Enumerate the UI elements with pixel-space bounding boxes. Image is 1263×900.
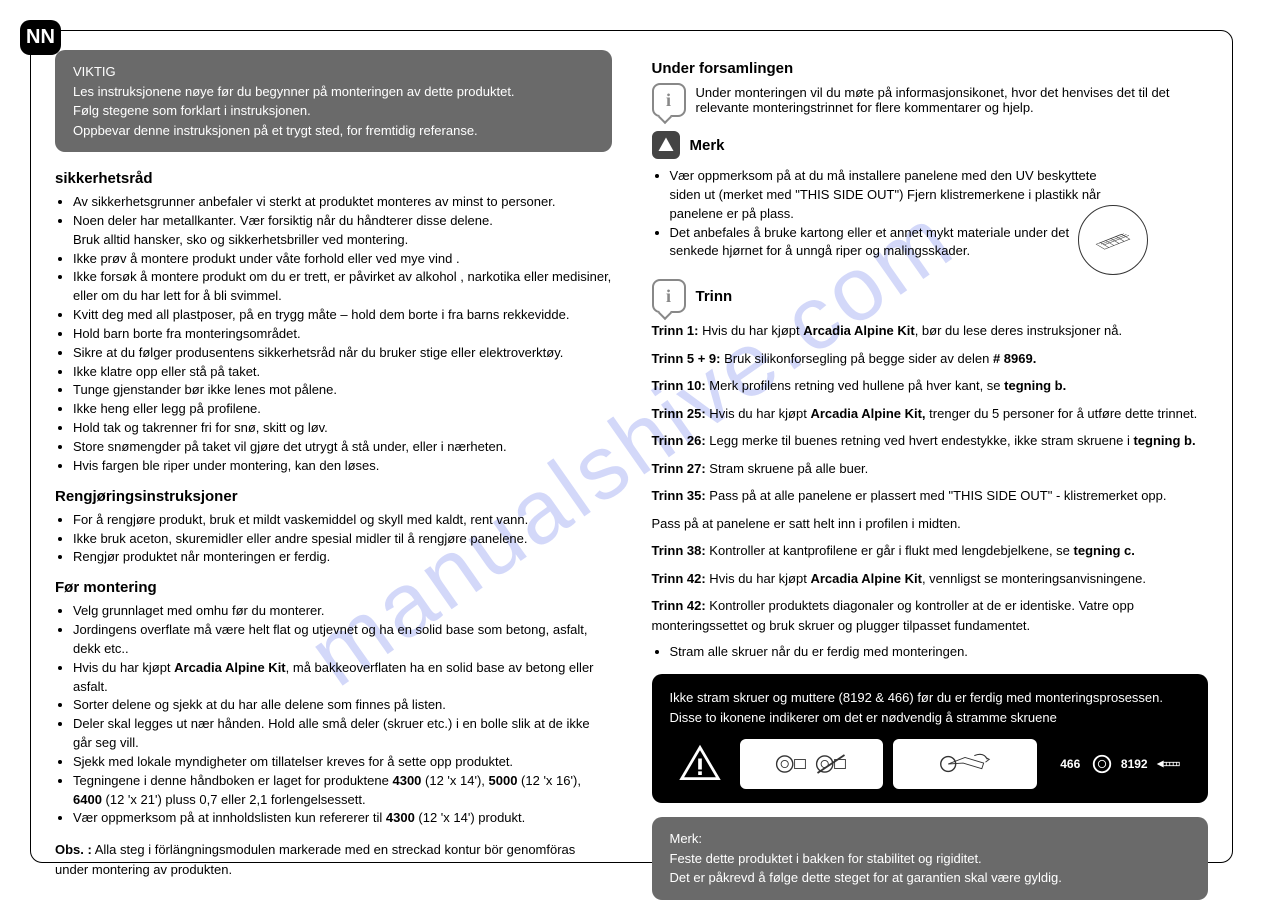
trinn-line: Trinn 42: Kontroller produktets diagonal… [652,596,1209,635]
list-item: Store snømengder på taket vil gjøre det … [73,438,612,457]
left-column: VIKTIG Les instruksjonene nøye før du be… [55,50,612,853]
cleaning-heading: Rengjøringsinstruksjoner [55,488,612,505]
list-item: Vær oppmerksom på at innholdslisten kun … [73,809,612,828]
trinn-line: Trinn 26: Legg merke til buenes retning … [652,431,1209,451]
list-item: Hvis du har kjøpt Arcadia Alpine Kit, må… [73,659,612,697]
gray-note-box: Merk: Feste dette produktet i bakken for… [652,817,1209,900]
trinn-final-bullet: Stram alle skruer når du er ferdig med m… [670,643,1209,662]
list-item: Hold barn borte fra monteringsområdet. [73,325,612,344]
badge-466: 466 [1055,749,1085,779]
gray-line: Det er påkrevd å følge dette steget for … [670,868,1191,888]
list-item: Jordingens overflate må være helt flat o… [73,621,612,659]
gray-line: Feste dette produktet i bakken for stabi… [670,849,1191,869]
trinn-heading: Trinn [696,288,733,305]
black-box-icons: 466 8192 [670,739,1191,789]
list-item: Ikke klatre opp eller stå på taket. [73,363,612,382]
list-item: Ikke heng eller legg på profilene. [73,400,612,419]
before-list: Velg grunnlaget med omhu før du monterer… [55,602,612,828]
warning-icon [652,131,680,159]
trinn-line: Trinn 38: Kontroller at kantprofilene er… [652,541,1209,561]
list-item: Sorter delene og sjekk at du har alle de… [73,696,612,715]
screw-tile-1 [740,739,884,789]
screw-tile-2 [893,739,1037,789]
trinn-line: Trinn 5 + 9: Bruk silikonforsegling på b… [652,349,1209,369]
list-item: Hvis fargen ble riper under montering, k… [73,457,612,476]
merk-heading: Merk [690,137,725,154]
list-item: Ikke forsøk å montere produkt om du er t… [73,268,612,306]
important-line: Følg stegene som forklart i instruksjone… [73,101,594,121]
black-box-text: Ikke stram skruer og muttere (8192 & 466… [670,688,1191,727]
gray-heading: Merk: [670,829,1191,849]
badge-8192: 8192 [1119,749,1149,779]
important-line: Oppbevar denne instruksjonen på et trygt… [73,121,594,141]
merk-heading-row: Merk [652,131,1209,159]
list-item: Velg grunnlaget med omhu før du monterer… [73,602,612,621]
important-heading: VIKTIG [73,62,594,82]
list-item: Av sikkerhetsgrunner anbefaler vi sterkt… [73,193,612,212]
trinn-line: Trinn 1: Hvis du har kjøpt Arcadia Alpin… [652,321,1209,341]
obs-text: Alla steg i förlängningsmodulen markerad… [55,842,575,877]
warning-triangle-icon [670,739,730,789]
cleaning-list: For å rengjøre produkt, bruk et mildt va… [55,511,612,568]
list-item: Rengjør produktet når monteringen er fer… [73,548,612,567]
obs-label: Obs. : [55,842,92,857]
assembly-info-row: i Under monteringen vil du møte på infor… [652,83,1209,117]
trinn-line: Trinn 35: Pass på at alle panelene er pl… [652,486,1209,506]
trinn-heading-row: i Trinn [652,279,1209,313]
list-item: Tegningene i denne håndboken er laget fo… [73,772,612,810]
list-item: For å rengjøre produkt, bruk et mildt va… [73,511,612,530]
info-icon: i [652,83,686,117]
trinn-line: Trinn 25: Hvis du har kjøpt Arcadia Alpi… [652,404,1209,424]
trinn-final-list: Stram alle skruer når du er ferdig med m… [652,643,1209,662]
list-item: Vær oppmerksom på at du må installere pa… [670,167,1119,224]
important-box: VIKTIG Les instruksjonene nøye før du be… [55,50,612,152]
list-item: Sjekk med lokale myndigheter om tillatel… [73,753,612,772]
screw-tile-3: 466 8192 [1047,739,1191,789]
trinn-line: Trinn 42: Hvis du har kjøpt Arcadia Alpi… [652,569,1209,589]
list-item: Det anbefales å bruke kartong eller et a… [670,224,1119,262]
important-line: Les instruksjonene nøye før du begynner … [73,82,594,102]
panel-circle-icon [1078,205,1148,275]
safety-heading: sikkerhetsråd [55,170,612,187]
list-item: Kvitt deg med all plastposer, på en tryg… [73,306,612,325]
list-item: Noen deler har metallkanter. Vær forsikt… [73,212,612,250]
list-item: Deler skal legges ut nær hånden. Hold al… [73,715,612,753]
list-item: Tunge gjenstander bør ikke lenes mot pål… [73,381,612,400]
list-item: Ikke bruk aceton, skuremidler eller andr… [73,530,612,549]
assembly-heading: Under forsamlingen [652,60,1209,77]
language-badge: NN [20,20,61,55]
trinn-line: Trinn 27: Stram skruene på alle buer. [652,459,1209,479]
black-box: Ikke stram skruer og muttere (8192 & 466… [652,674,1209,803]
list-item: Ikke prøv å montere produkt under våte f… [73,250,612,269]
safety-list: Av sikkerhetsgrunner anbefaler vi sterkt… [55,193,612,476]
right-column: Under forsamlingen i Under monteringen v… [652,50,1209,853]
before-heading: Før montering [55,579,612,596]
info-icon: i [652,279,686,313]
trinn-lines: Trinn 1: Hvis du har kjøpt Arcadia Alpin… [652,321,1209,635]
obs-paragraph: Obs. : Alla steg i förlängningsmodulen m… [55,840,612,879]
list-item: Sikre at du følger produsentens sikkerhe… [73,344,612,363]
trinn-line: Trinn 10: Merk profilens retning ved hul… [652,376,1209,396]
trinn-line: Pass på at panelene er satt helt inn i p… [652,514,1209,534]
assembly-info-text: Under monteringen vil du møte på informa… [696,85,1209,115]
content: VIKTIG Les instruksjonene nøye før du be… [55,50,1208,853]
list-item: Hold tak og takrenner fri for snø, skitt… [73,419,612,438]
